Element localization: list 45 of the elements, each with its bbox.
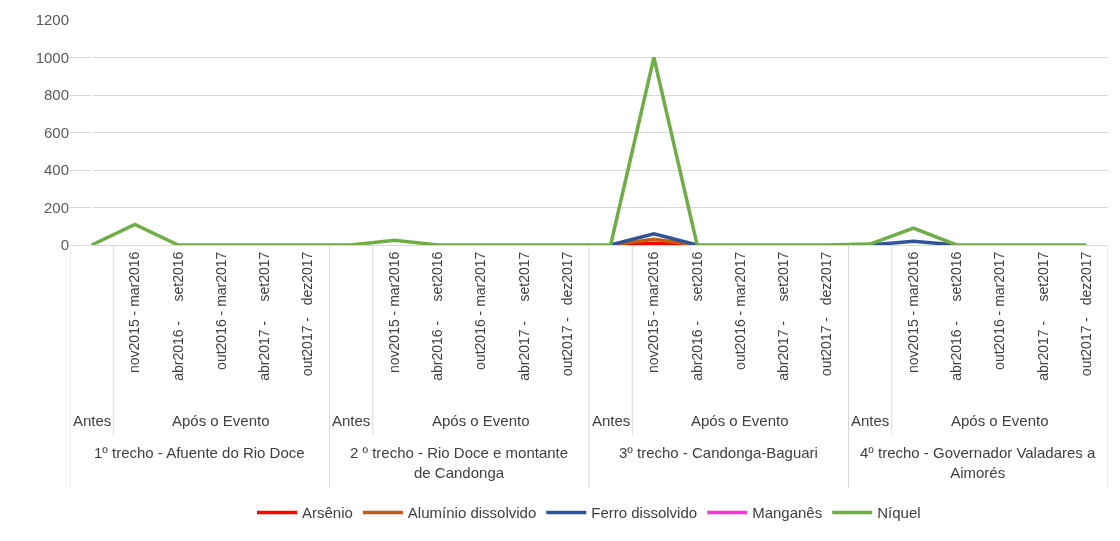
legend-label: Ferro dissolvido — [591, 504, 698, 522]
legend-label: Manganês — [752, 504, 823, 522]
x-tick-label: out2017 - dez2017 — [299, 251, 316, 377]
x-tick-label: abr2016 - set2016 — [688, 251, 705, 381]
x-tick-label: out2017 - dez2017 — [558, 251, 575, 377]
x-tick-label: abr2016 - set2016 — [169, 251, 186, 381]
y-tick-label: 800 — [43, 86, 69, 104]
y-tick-label: 0 — [60, 236, 69, 254]
legend-label: Alumínio dissolvido — [407, 504, 537, 522]
legend-label: Arsênio — [302, 504, 353, 522]
y-tick-label: 200 — [43, 198, 69, 216]
text: Antes — [332, 412, 371, 429]
text: Antes — [851, 412, 890, 429]
x-tick-label: abr2016 - set2016 — [948, 251, 965, 381]
y-tick-label: 600 — [43, 123, 69, 141]
x-tick-label: nov2015 - mar2016 — [385, 251, 402, 374]
text: Antes — [73, 412, 112, 429]
x-tick-label: out2016 - mar2017 — [472, 251, 489, 370]
x-tick-label: nov2015 - mar2016 — [126, 251, 143, 374]
x-tick-label: nov2015 - mar2016 — [645, 251, 662, 374]
line-series — [89, 55, 1089, 245]
text: 1º trecho - Afuente do Rio Doce — [94, 444, 305, 461]
x-tick-label: out2016 - mar2017 — [991, 251, 1008, 370]
text: Após o Evento — [691, 412, 789, 429]
x-tick-label: out2016 - mar2017 — [731, 251, 748, 370]
text: 2 º trecho - Rio Doce e montante de Candonga — [350, 444, 569, 481]
x-tick-label: out2017 - dez2017 — [1077, 251, 1094, 377]
y-tick-label: 400 — [43, 161, 69, 179]
x-tick-label: abr2017 - set2017 — [1034, 251, 1051, 381]
text: Após o Evento — [432, 412, 530, 429]
y-tick-label: 1200 — [35, 11, 69, 29]
y-tick-label: 1000 — [35, 48, 69, 66]
legend-label: Níquel — [877, 504, 921, 522]
text: 3º trecho - Candonga-Baguari — [619, 444, 818, 461]
text: Após o Evento — [951, 412, 1049, 429]
x-tick-label: abr2016 - set2016 — [429, 251, 446, 381]
text: 4º trecho - Governador Valadares a Aimorés — [860, 444, 1096, 481]
x-tick-label: nov2015 - mar2016 — [904, 251, 921, 374]
x-tick-label: abr2017 - set2017 — [775, 251, 792, 381]
text: Antes — [592, 412, 631, 429]
x-tick-label: out2017 - dez2017 — [818, 251, 835, 377]
text: Após o Evento — [172, 412, 270, 429]
x-tick-label: abr2017 - set2017 — [256, 251, 273, 381]
x-tick-label: abr2017 - set2017 — [515, 251, 532, 381]
x-tick-label: out2016 - mar2017 — [212, 251, 229, 370]
